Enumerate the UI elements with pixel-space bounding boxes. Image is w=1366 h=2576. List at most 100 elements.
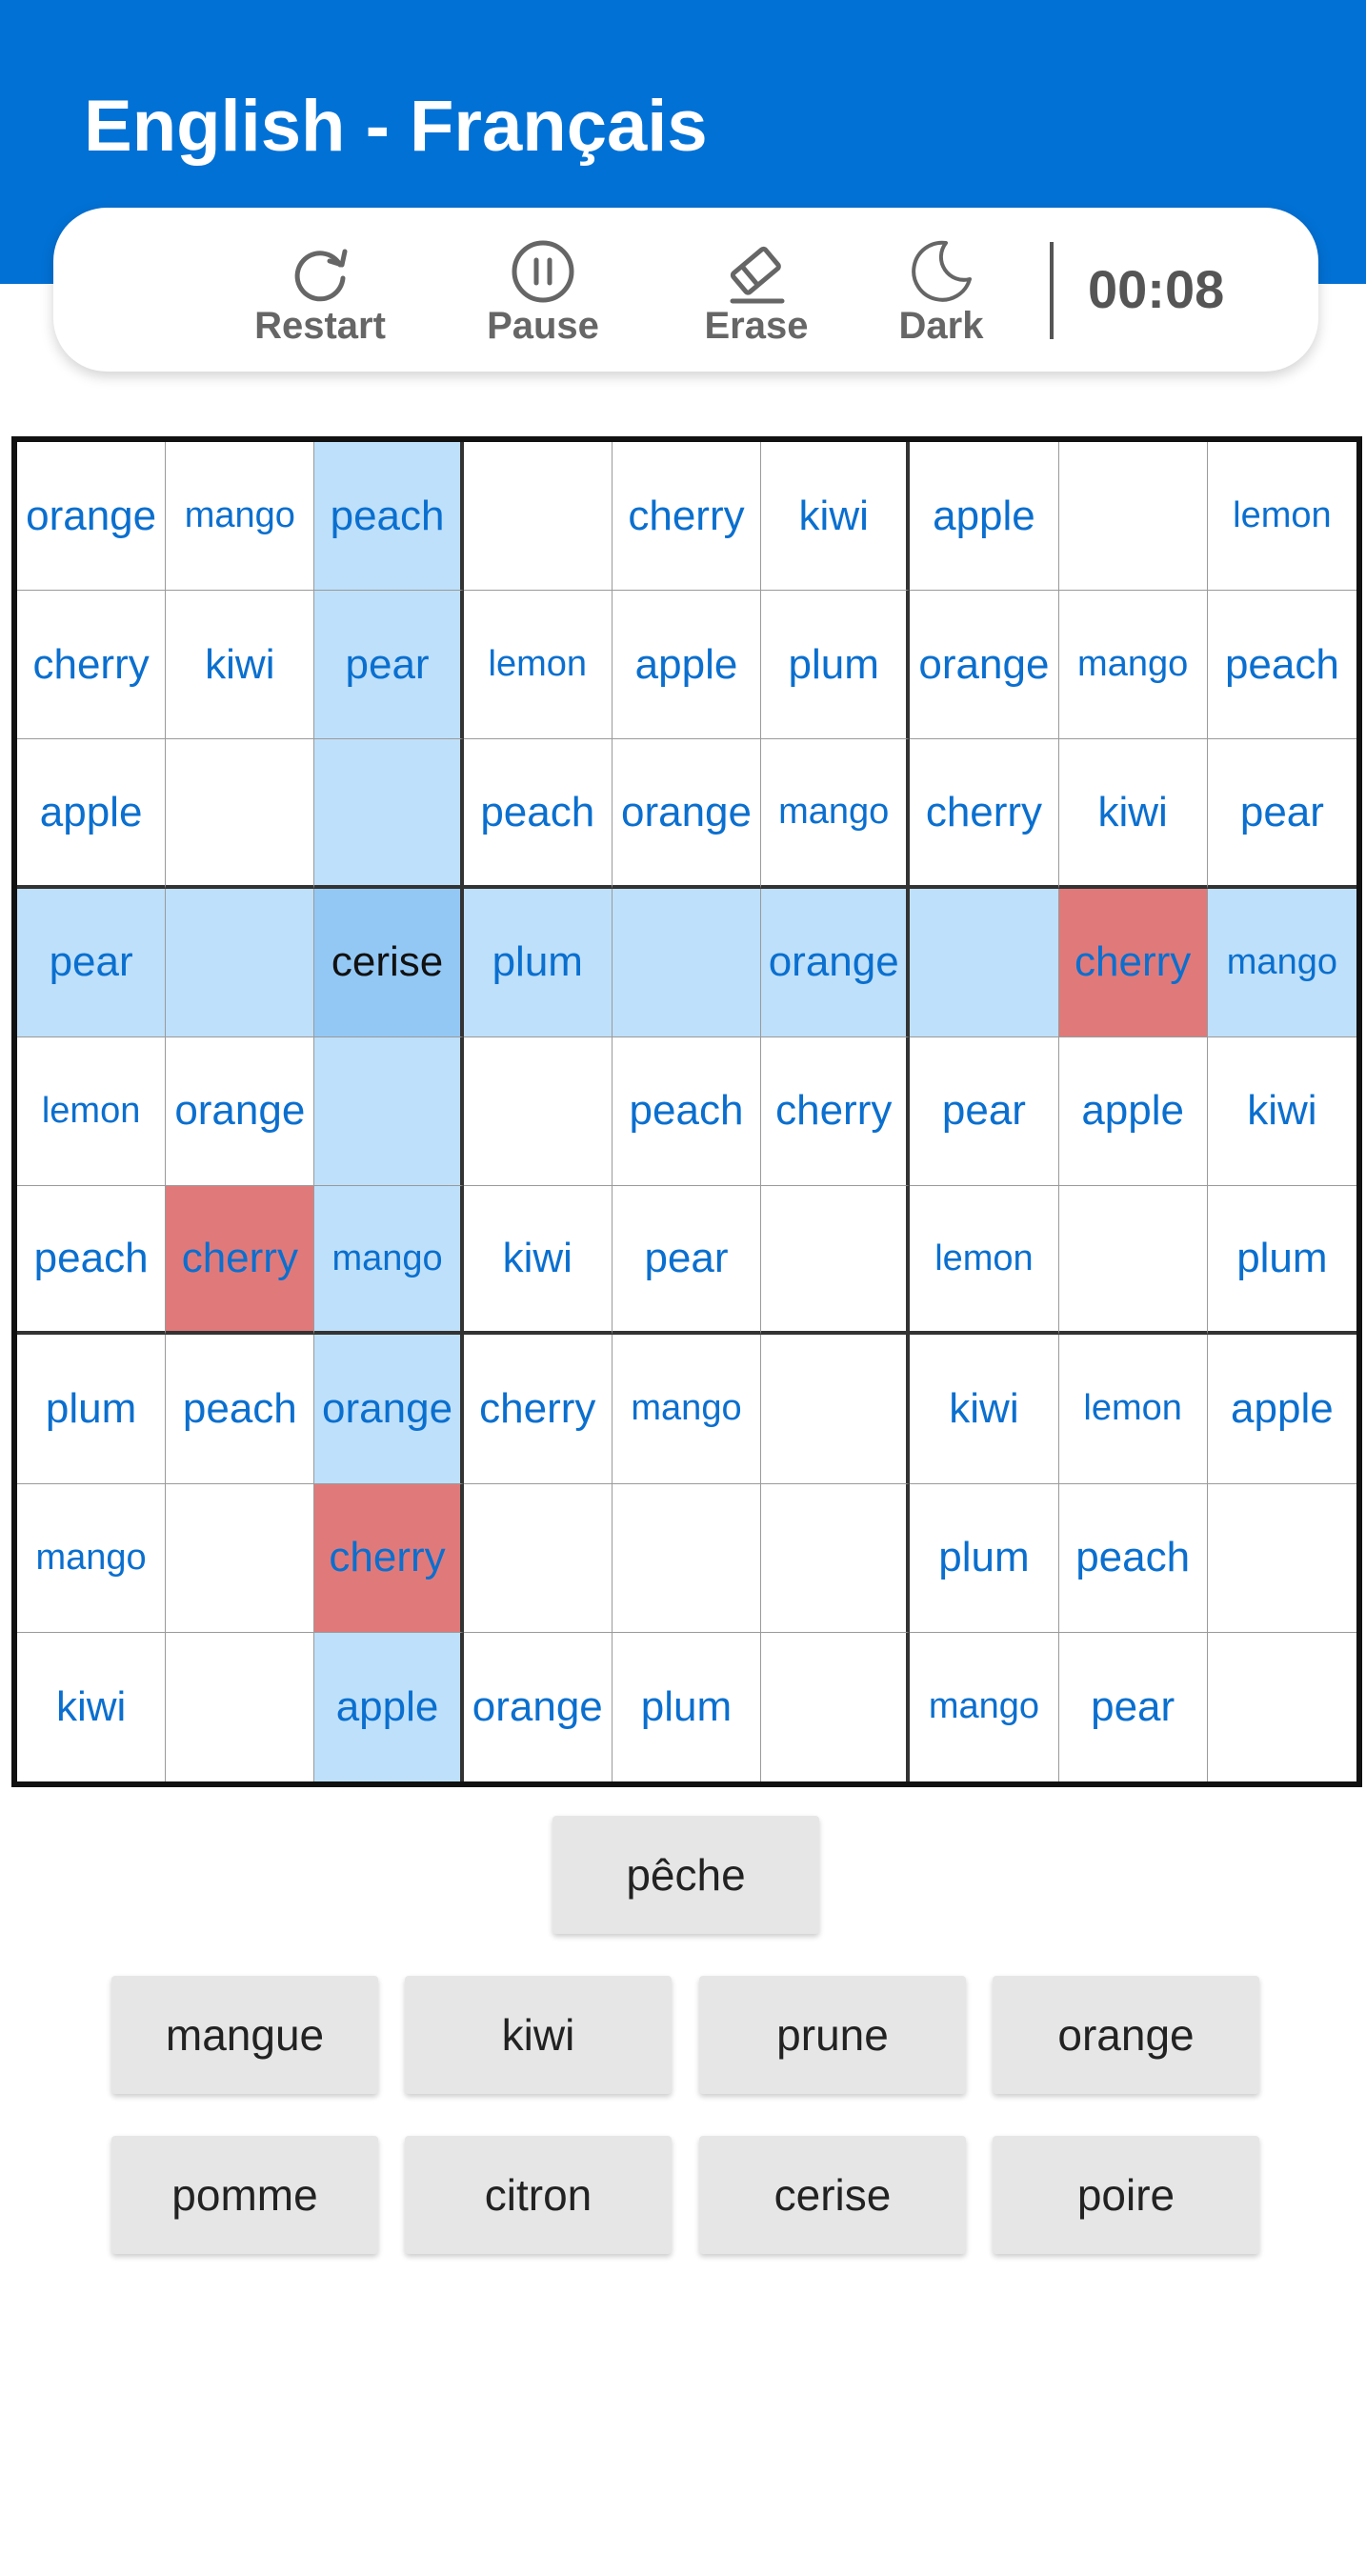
board-cell-r3-c0[interactable]: pear [17, 888, 167, 1037]
word-button-poire[interactable]: poire [993, 2136, 1259, 2254]
board-cell-r6-c0[interactable]: plum [17, 1335, 167, 1484]
board-cell-r0-c6[interactable]: apple [910, 442, 1059, 592]
board-cell-r6-c8[interactable]: apple [1207, 1335, 1356, 1484]
board-cell-r8-c7[interactable]: pear [1059, 1632, 1208, 1781]
board-cell-r0-c5[interactable]: kiwi [761, 442, 911, 592]
board-cell-r8-c0[interactable]: kiwi [17, 1632, 167, 1781]
toolbar-divider [1050, 242, 1054, 339]
board-cell-r0-c2[interactable]: peach [314, 442, 464, 592]
board-cell-r6-c4[interactable]: mango [612, 1335, 762, 1484]
board-cell-r1-c3[interactable]: lemon [463, 591, 613, 740]
board-cell-r4-c5[interactable]: cherry [761, 1036, 911, 1187]
board-cell-r1-c6[interactable]: orange [910, 591, 1059, 740]
dark-label: Dark [898, 305, 984, 347]
board-cell-r5-c2[interactable]: mango [314, 1186, 464, 1336]
board-cell-r7-c2[interactable]: cherry [314, 1483, 464, 1633]
board-cell-r1-c7[interactable]: mango [1058, 591, 1208, 740]
board-cell-r0-c0[interactable]: orange [17, 442, 167, 592]
board-cell-r1-c4[interactable]: apple [612, 591, 762, 740]
board-cell-r4-c4[interactable]: peach [612, 1036, 762, 1187]
board-cell-r1-c5[interactable]: plum [761, 591, 911, 740]
board-cell-r6-c6[interactable]: kiwi [910, 1335, 1059, 1484]
board-cell-r8-c1[interactable] [166, 1632, 315, 1781]
word-button-peche[interactable]: pêche [552, 1816, 819, 1934]
board-cell-r7-c1[interactable] [166, 1483, 315, 1633]
board-cell-r1-c2[interactable]: pear [314, 591, 464, 740]
board-cell-r0-c8[interactable]: lemon [1207, 442, 1356, 592]
board-cell-r4-c1[interactable]: orange [166, 1036, 315, 1187]
word-button-kiwi[interactable]: kiwi [405, 1976, 672, 2094]
board-cell-r8-c3[interactable]: orange [464, 1632, 613, 1781]
board-cell-r2-c1[interactable] [166, 739, 315, 889]
board-cell-r8-c4[interactable]: plum [613, 1632, 762, 1781]
board-cell-r3-c5[interactable]: orange [761, 888, 911, 1037]
board-cell-r0-c4[interactable]: cherry [612, 442, 762, 592]
board-cell-r8-c6[interactable]: mango [910, 1632, 1059, 1781]
board-cell-r7-c7[interactable]: peach [1058, 1483, 1208, 1633]
board-cell-r4-c8[interactable]: kiwi [1207, 1037, 1356, 1187]
board-cell-r1-c0[interactable]: cherry [17, 591, 167, 740]
board-cell-r2-c7[interactable]: kiwi [1058, 739, 1208, 889]
board-cell-r2-c4[interactable]: orange [612, 739, 762, 889]
word-button-pomme[interactable]: pomme [111, 2136, 378, 2254]
word-button-mangue[interactable]: mangue [111, 1976, 378, 2094]
board-cell-r4-c2[interactable] [314, 1036, 464, 1187]
dark-mode-button[interactable]: Dark [861, 208, 1021, 372]
board-cell-r5-c0[interactable]: peach [17, 1186, 167, 1336]
board-cell-r7-c8[interactable] [1207, 1484, 1356, 1633]
board-cell-r0-c1[interactable]: mango [166, 442, 315, 592]
board-cell-r6-c3[interactable]: cherry [463, 1335, 613, 1484]
board-cell-r2-c0[interactable]: apple [17, 739, 167, 889]
board-cell-r3-c8[interactable]: mango [1207, 888, 1356, 1037]
board-cell-r8-c5[interactable] [761, 1632, 911, 1781]
word-button-cerise[interactable]: cerise [699, 2136, 966, 2254]
moon-icon [912, 240, 972, 302]
board-cell-r4-c3[interactable] [463, 1036, 613, 1187]
board-cell-r3-c4[interactable] [612, 888, 762, 1037]
board-cell-r3-c2[interactable]: cerise [314, 888, 464, 1037]
erase-button[interactable]: Erase [653, 208, 859, 372]
sudoku-board: orange mango peach cherry kiwi apple lemon cher… [11, 436, 1362, 1787]
restart-label: Restart [254, 305, 386, 347]
board-cell-r2-c5[interactable]: mango [761, 739, 911, 889]
board-cell-r6-c7[interactable]: lemon [1058, 1335, 1208, 1484]
board-cell-r7-c0[interactable]: mango [17, 1483, 167, 1633]
board-cell-r3-c6[interactable] [910, 888, 1059, 1037]
board-cell-r1-c1[interactable]: kiwi [166, 591, 315, 740]
board-cell-r6-c2[interactable]: orange [314, 1335, 464, 1484]
word-button-citron[interactable]: citron [405, 2136, 672, 2254]
board-cell-r2-c2[interactable] [314, 739, 464, 889]
board-cell-r2-c8[interactable]: pear [1207, 739, 1356, 889]
board-cell-r2-c6[interactable]: cherry [910, 739, 1059, 889]
board-cell-r5-c8[interactable]: plum [1207, 1186, 1356, 1336]
board-cell-r6-c1[interactable]: peach [166, 1335, 315, 1484]
board-cell-r5-c6[interactable]: lemon [910, 1186, 1059, 1336]
board-cell-r0-c7[interactable] [1058, 442, 1208, 592]
board-cell-r4-c6[interactable]: pear [910, 1036, 1059, 1187]
board-cell-r2-c3[interactable]: peach [463, 739, 613, 889]
board-cell-r5-c1[interactable]: cherry [166, 1186, 315, 1336]
board-cell-r7-c4[interactable] [612, 1483, 762, 1633]
pause-button[interactable]: Pause [440, 208, 646, 372]
board-cell-r8-c2[interactable]: apple [314, 1632, 464, 1781]
board-cell-r7-c3[interactable] [463, 1483, 613, 1633]
word-button-prune[interactable]: prune [699, 1976, 966, 2094]
board-cell-r1-c8[interactable]: peach [1207, 591, 1356, 740]
board-cell-r3-c1[interactable] [166, 888, 315, 1037]
board-cell-r0-c3[interactable] [463, 442, 613, 592]
board-cell-r3-c3[interactable]: plum [463, 888, 613, 1037]
restart-button[interactable]: Restart [217, 208, 423, 372]
board-cell-r5-c3[interactable]: kiwi [463, 1186, 613, 1336]
board-cell-r8-c8[interactable] [1208, 1633, 1356, 1781]
board-cell-r5-c5[interactable] [761, 1186, 911, 1336]
board-cell-r3-c7[interactable]: cherry [1058, 888, 1208, 1037]
board-cell-r4-c7[interactable]: apple [1058, 1036, 1208, 1187]
board-cell-r7-c6[interactable]: plum [910, 1483, 1059, 1633]
toolbar: Restart Pause Erase Dark 00:08 [53, 208, 1318, 372]
board-cell-r5-c4[interactable]: pear [612, 1186, 762, 1336]
board-cell-r6-c5[interactable] [761, 1335, 911, 1484]
word-button-orange[interactable]: orange [993, 1976, 1259, 2094]
board-cell-r4-c0[interactable]: lemon [17, 1036, 167, 1187]
board-cell-r7-c5[interactable] [761, 1483, 911, 1633]
board-cell-r5-c7[interactable] [1058, 1186, 1208, 1336]
